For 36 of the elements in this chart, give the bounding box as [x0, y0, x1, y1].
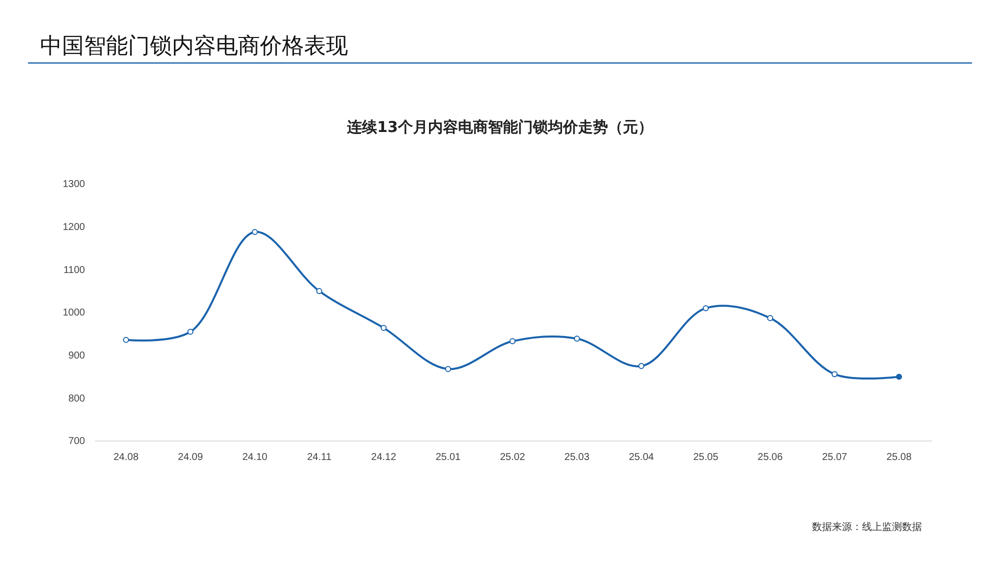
x-tick-label: 24.10	[242, 452, 268, 464]
x-tick-label: 25.01	[436, 452, 462, 464]
source-note: 数据来源：线上监测数据	[812, 521, 922, 533]
y-tick-label: 800	[68, 393, 86, 404]
x-tick-label: 24.08	[113, 452, 139, 464]
point	[122, 336, 130, 343]
y-tick-label: 1100	[63, 264, 86, 276]
y-tick-label: 700	[68, 436, 86, 448]
y-tick-label: 1000	[62, 308, 86, 319]
x-tick-label: 25.02	[500, 452, 526, 464]
chart-subtitle: 连续13个月内容电商智能门锁均价走势（元）	[346, 118, 653, 136]
x-tick-label: 25.08	[886, 452, 912, 464]
y-tick-label: 900	[68, 350, 86, 362]
point	[896, 374, 902, 380]
x-tick-label: 25.04	[628, 452, 654, 464]
point	[574, 336, 580, 342]
point	[445, 366, 452, 372]
x-tick-label: 25.06	[758, 452, 784, 464]
point	[832, 371, 838, 378]
point	[380, 324, 387, 331]
x-tick-label: 24.09	[178, 452, 204, 464]
x-tick-label: 25.03	[564, 452, 590, 464]
point	[252, 228, 258, 235]
point	[316, 288, 322, 294]
point	[509, 338, 516, 344]
x-tick-label: 25.07	[822, 452, 848, 464]
point	[702, 305, 709, 312]
point	[767, 315, 774, 322]
y-tick-label: 1200	[62, 222, 86, 234]
point	[638, 363, 644, 370]
chart-title: 中国智能门锁内容电商价格表现	[40, 34, 348, 59]
x-tick-label: 24.11	[307, 452, 332, 464]
x-tick-label: 24.12	[371, 452, 397, 464]
point	[187, 328, 194, 335]
x-tick-label: 25.05	[693, 452, 719, 464]
y-tick-label: 1300	[62, 179, 86, 190]
